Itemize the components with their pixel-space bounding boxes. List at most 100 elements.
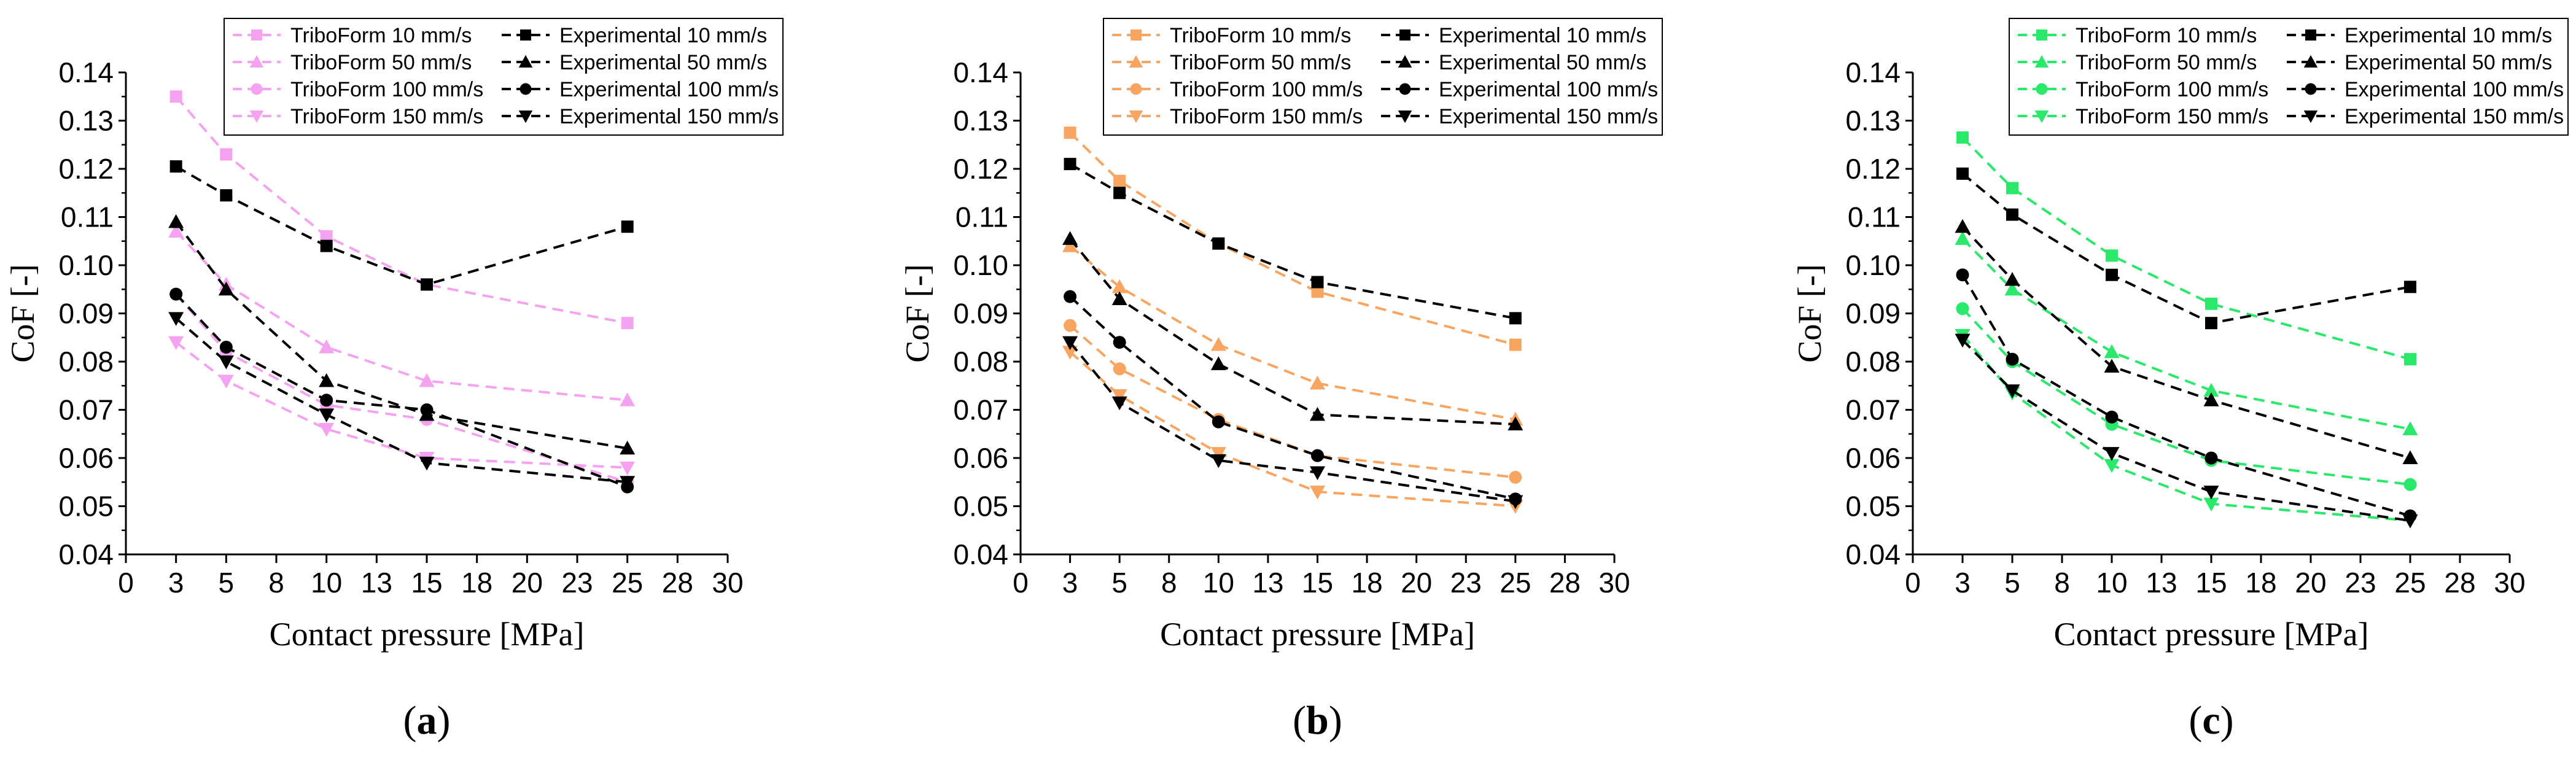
y-tick-label: 0.04: [953, 538, 1008, 570]
legend-item: TriboForm 10 mm/s: [1112, 24, 1351, 47]
legend-label: Experimental 150 mm/s: [2344, 105, 2564, 128]
data-point: [1955, 333, 1971, 348]
panel-label-letter: a: [417, 698, 437, 743]
series-line: [175, 293, 628, 484]
data-point: [2105, 410, 2119, 424]
data-point: [1062, 336, 1078, 351]
legend-label: Experimental 10 mm/s: [559, 24, 767, 47]
data-point: [2104, 459, 2120, 473]
y-tick-label: 0.13: [1845, 105, 1901, 137]
legend-label: TriboForm 50 mm/s: [290, 51, 472, 74]
data-point: [2203, 382, 2219, 397]
panel-label-open: (: [1293, 698, 1306, 743]
data-point: [220, 148, 233, 161]
legend-item: TriboForm 150 mm/s: [2018, 105, 2268, 128]
x-tick-label: 15: [2195, 567, 2227, 599]
x-tick-label: 0: [1013, 567, 1029, 599]
legend-item: TriboForm 10 mm/s: [233, 24, 472, 47]
panel-label: (c): [2189, 698, 2233, 743]
legend-label: Experimental 150 mm/s: [559, 105, 779, 128]
series-triboform-2: [1064, 319, 1522, 484]
data-point: [620, 476, 636, 490]
data-point: [1310, 406, 1325, 421]
series-experimental-0: [1956, 167, 2416, 330]
series-triboform-2: [1956, 302, 2417, 491]
x-tick-label: 25: [612, 567, 643, 599]
series-line: [1961, 136, 2411, 361]
data-point: [2006, 208, 2018, 221]
data-point: [2203, 485, 2219, 500]
data-point: [2006, 182, 2018, 195]
legend-item: TriboForm 50 mm/s: [233, 51, 472, 74]
series-triboform-1: [1062, 238, 1523, 426]
data-point: [218, 355, 234, 370]
data-point: [1509, 312, 1522, 325]
data-point: [421, 278, 433, 291]
data-point: [2404, 281, 2416, 293]
x-tick-label: 5: [1111, 567, 1127, 599]
legend-item: Experimental 10 mm/s: [2287, 24, 2552, 47]
chart-panel-c: 0.04 0.05 0.06 0.07 0.08 0.09 0.10 0.11 0.12 0.13…: [1791, 18, 2569, 743]
legend-marker: [249, 55, 264, 68]
data-point: [320, 239, 333, 252]
data-point: [320, 394, 333, 407]
data-point: [2205, 297, 2217, 310]
x-tick-label: 23: [2344, 567, 2376, 599]
legend-label: TriboForm 50 mm/s: [1170, 51, 1351, 74]
data-point: [2006, 352, 2019, 366]
x-tick-label: 28: [1549, 567, 1581, 599]
data-point: [1955, 219, 1971, 233]
data-point: [1310, 375, 1325, 390]
data-point: [419, 456, 435, 471]
legend-label: Experimental 10 mm/s: [2344, 24, 2552, 47]
panel-label-close: ): [1329, 698, 1342, 743]
series-triboform-3: [1062, 346, 1523, 514]
legend-marker: [251, 83, 263, 95]
data-point: [169, 287, 183, 301]
legend-item: Experimental 150 mm/s: [502, 105, 779, 128]
data-point: [621, 317, 634, 330]
legend-marker: [518, 111, 533, 123]
chart-panel-a: 0.04 0.05 0.06 0.07 0.08 0.09 0.10 0.11 0.12 0.13…: [4, 18, 784, 743]
data-point: [1956, 131, 1969, 144]
legend-label: TriboForm 100 mm/s: [1170, 78, 1363, 101]
legend-item: TriboForm 10 mm/s: [2018, 24, 2257, 47]
data-point: [2205, 317, 2217, 330]
data-point: [1064, 158, 1076, 171]
series-line: [1961, 225, 2411, 459]
legend-label: Experimental 100 mm/s: [2344, 78, 2564, 101]
y-tick-label: 0.14: [1845, 56, 1901, 88]
x-tick-label: 18: [1351, 567, 1382, 599]
panel-label: (a): [403, 698, 451, 743]
legend: TriboForm 10 mm/s TriboForm 50 mm/s TriboF…: [1103, 18, 1663, 136]
legend-item: Experimental 50 mm/s: [1381, 51, 1646, 74]
x-tick-label: 20: [512, 567, 543, 599]
legend-label: TriboForm 10 mm/s: [2076, 24, 2257, 47]
legend-label: Experimental 100 mm/s: [559, 78, 779, 101]
x-tick-label: 0: [1905, 567, 1921, 599]
data-point: [620, 392, 636, 406]
y-tick-label: 0.14: [953, 56, 1008, 88]
x-axis-title: Contact pressure [MPa]: [1160, 616, 1475, 653]
x-tick-label: 10: [311, 567, 342, 599]
data-point: [620, 440, 636, 455]
legend-marker: [520, 29, 531, 41]
data-point: [419, 373, 435, 387]
legend-label: Experimental 100 mm/s: [1439, 78, 1658, 101]
legend-marker: [251, 29, 262, 41]
series-experimental-2: [169, 287, 634, 494]
legend: TriboForm 10 mm/s TriboForm 50 mm/s TriboF…: [224, 18, 784, 136]
series-experimental-2: [1956, 268, 2417, 522]
legend-label: TriboForm 10 mm/s: [1170, 24, 1351, 47]
legend-label: TriboForm 10 mm/s: [290, 24, 472, 47]
legend-marker: [1399, 83, 1411, 95]
data-point: [1210, 356, 1226, 370]
series-triboform-0: [169, 90, 634, 330]
data-point: [219, 340, 233, 354]
legend: TriboForm 10 mm/s TriboForm 50 mm/s TriboF…: [2009, 18, 2569, 136]
series-triboform-1: [1955, 231, 2418, 435]
data-point: [1062, 231, 1078, 245]
legend-item: Experimental 50 mm/s: [502, 51, 767, 74]
data-point: [1210, 454, 1226, 468]
legend-item: TriboForm 100 mm/s: [1112, 78, 1363, 101]
